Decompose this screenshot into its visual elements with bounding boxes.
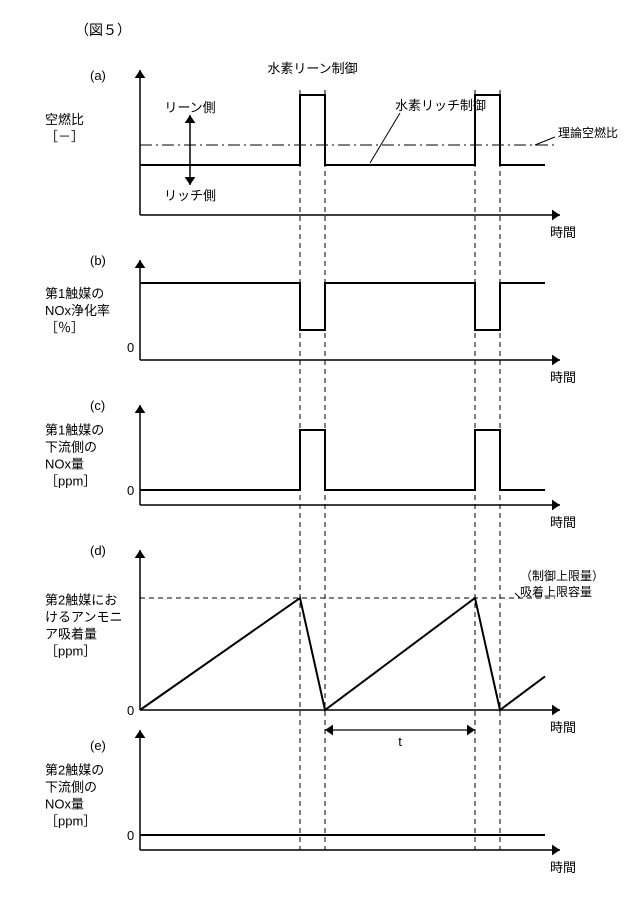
panel-c-ylabel: ［ppm］ bbox=[45, 474, 96, 489]
lean-side-label: リーン側 bbox=[164, 100, 215, 115]
h2-rich-control-label: 水素リッチ制御 bbox=[395, 98, 486, 113]
panel-e-ylabel: 下流側の bbox=[45, 780, 97, 795]
panel-b-tag: (b) bbox=[90, 253, 106, 268]
x-axis-label: 時間 bbox=[550, 515, 576, 530]
figure-title: （図５） bbox=[75, 22, 131, 38]
t-interval-label: t bbox=[398, 734, 402, 749]
h2-lean-control-label: 水素リーン制御 bbox=[267, 61, 357, 76]
control-upper-limit-label: （制御上限量） bbox=[520, 568, 604, 583]
panel-c-ylabel: NOx量 bbox=[45, 457, 84, 472]
panel-a-ylabel: ［－］ bbox=[45, 129, 84, 144]
panel-c-tag: (c) bbox=[90, 398, 105, 413]
panel-d-ylabel: けるアンモニ bbox=[45, 610, 122, 625]
panel-c-ylabel: 下流側の bbox=[45, 440, 97, 455]
x-axis-label: 時間 bbox=[550, 370, 576, 385]
rich-side-label: リッチ側 bbox=[164, 188, 216, 203]
panel-e-ylabel: 第2触媒の bbox=[45, 763, 104, 778]
x-axis-label: 時間 bbox=[550, 225, 576, 240]
panel-c-zero: 0 bbox=[127, 483, 134, 498]
panel-d-ylabel: ア吸着量 bbox=[45, 627, 97, 642]
panel-e-ylabel: NOx量 bbox=[45, 797, 84, 812]
panel-a-tag: (a) bbox=[90, 68, 106, 83]
panel-b-ylabel: ［％］ bbox=[45, 320, 84, 335]
adsorption-upper-limit-label: 吸着上限容量 bbox=[520, 584, 592, 599]
panel-a-ylabel: 空燃比 bbox=[45, 112, 84, 127]
panel-d-ylabel: ［ppm］ bbox=[45, 644, 96, 659]
panel-d-tag: (d) bbox=[90, 543, 106, 558]
panel-e-tag: (e) bbox=[90, 738, 106, 753]
panel-c-ylabel: 第1触媒の bbox=[45, 423, 104, 438]
x-axis-label: 時間 bbox=[550, 860, 576, 875]
panel-b-ylabel: 第1触媒の bbox=[45, 286, 104, 301]
panel-e-zero: 0 bbox=[127, 828, 134, 843]
panel-b-ylabel: NOx浄化率 bbox=[45, 303, 110, 318]
theoretical-af-label: 理論空燃比 bbox=[558, 125, 618, 140]
panel-d-zero: 0 bbox=[127, 703, 134, 718]
panel-e-ylabel: ［ppm］ bbox=[45, 814, 96, 829]
panel-b-zero: 0 bbox=[127, 340, 134, 355]
x-axis-label: 時間 bbox=[550, 720, 576, 735]
panel-d-ylabel: 第2触媒にお bbox=[45, 593, 117, 608]
